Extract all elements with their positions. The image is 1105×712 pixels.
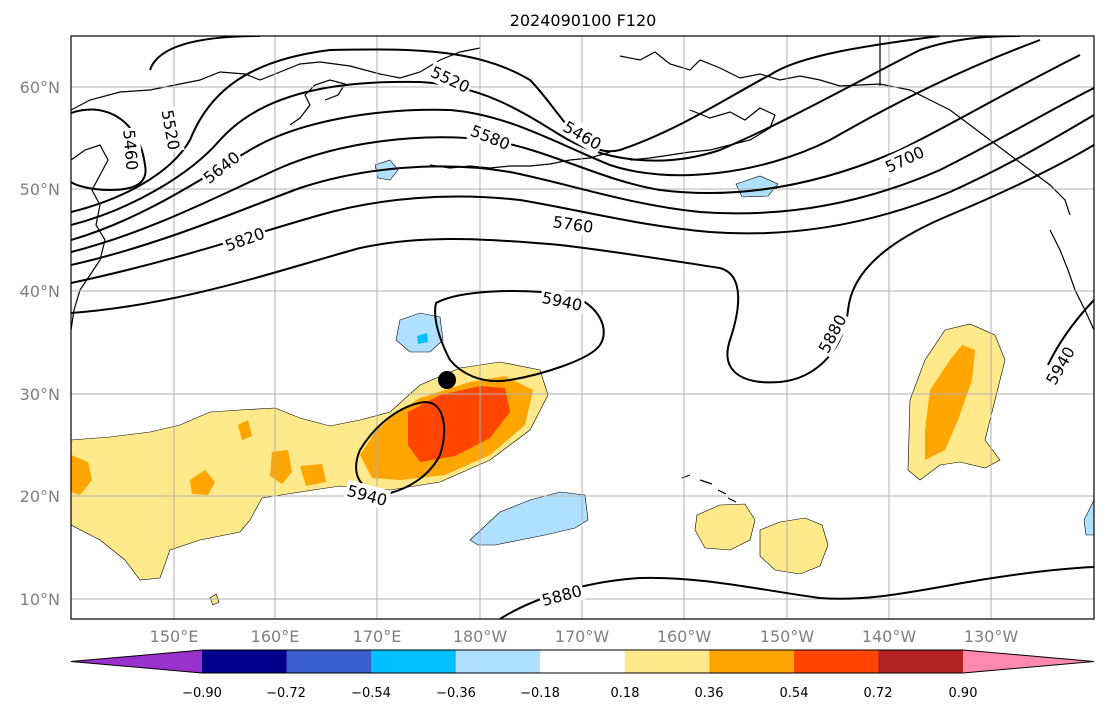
positive-anomaly-hawaii-east [759,517,829,575]
contour-label: 5940 [1042,343,1079,388]
coast-kamchatka [71,144,109,331]
lon-label: 130°W [964,627,1019,646]
colorbar-tick-label: 0.18 [611,686,640,701]
contour-label: 5880 [815,311,851,356]
anomaly-orange-patch [238,420,252,440]
contour-label: 5760 [552,212,595,236]
lat-label: 20°N [20,487,60,506]
map-area [71,36,1094,619]
storm-position-marker [438,371,456,389]
contour-label: 5940 [540,288,584,315]
negative-anomaly-north [395,312,444,353]
lat-label: 40°N [20,282,60,301]
negative-anomaly-gulf [735,175,779,198]
lon-label: 160°E [251,627,300,646]
contour-5640 [71,39,1041,241]
colorbar-outline [70,649,1095,674]
coast-alaska-north [619,51,841,87]
colorbar-tick-label: 0.36 [695,686,724,701]
contour-label: 5880 [540,581,584,610]
colorbar-segment [371,650,457,673]
contour-label: 5520 [158,108,184,151]
colorbar-segment [709,650,795,673]
contour-5820 [71,114,1094,284]
lon-label: 170°W [555,627,610,646]
colorbar-extend-high [963,650,1094,673]
colorbar-tick-label: 0.90 [949,686,978,701]
coast-alaska-west [629,107,776,161]
lon-label: 150°W [760,627,815,646]
contour-5460-west [71,108,147,192]
contour-5520-north [149,36,261,71]
lon-label: 170°E [353,627,402,646]
anomaly-orange-patch [71,455,92,495]
contour-label: 5460 [119,129,141,171]
lat-label: 10°N [20,590,60,609]
colorbar-tick-label: −0.18 [520,686,560,701]
lat-label: 50°N [20,180,60,199]
latitude-labels: 60°N 50°N 40°N 30°N 20°N 10°N [20,78,60,609]
contour-5700 [71,54,1081,253]
coast-bc [1049,229,1094,331]
contour-5580 [71,36,1021,226]
anomaly-shading [71,159,1094,606]
anomaly-orange-east [925,345,975,460]
colorbar-segment [793,650,879,673]
contour-label: 5580 [468,121,513,154]
colorbar-segment [624,650,710,673]
colorbar-tick-label: −0.54 [351,686,391,701]
contour-5880-south [499,566,1094,619]
colorbar-tick-label: −0.90 [182,686,222,701]
lon-label: 180°W [453,627,508,646]
lon-label: 150°E [150,627,199,646]
coast-siberia [71,47,481,111]
coast-alaska-gulf [839,83,1071,216]
contour-label: 5520 [428,62,473,96]
colorbar-segment [202,650,288,673]
lat-label: 60°N [20,78,60,97]
colorbar-segment [540,650,626,673]
coast-chukotka [289,79,346,126]
contour-5880-main [71,144,1094,384]
colorbar-segment [878,650,964,673]
longitude-labels: 150°E 160°E 170°E 180°W 170°W 160°W 150°… [150,627,1019,646]
contour-5760 [71,87,1094,266]
contour-5940-east [1047,299,1094,366]
colorbar-tick-label: 0.54 [780,686,809,701]
lon-label: 140°W [862,627,917,646]
negative-anomaly-core [417,333,428,344]
lon-label: 160°W [657,627,712,646]
colorbar-tick-labels: −0.90 −0.72 −0.54 −0.36 −0.18 0.18 0.36 … [182,686,977,701]
contour-label: 5820 [222,224,267,256]
colorbar-tick-label: 0.72 [864,686,893,701]
lat-label: 30°N [20,385,60,404]
colorbar-segment [286,650,372,673]
colorbar-tick-label: −0.72 [266,686,306,701]
colorbar-tick-label: −0.36 [436,686,476,701]
contour-5520 [71,36,941,213]
anomaly-orange-patch [300,464,326,486]
hawaii-islands [681,474,737,503]
colorbar-extend-low [71,650,202,673]
map-title: 2024090100 F120 [510,11,657,30]
colorbar-segment [455,650,541,673]
anomaly-orange-patch [190,470,215,495]
negative-anomaly-south [469,491,589,546]
negative-anomaly-east-edge [1083,499,1094,536]
colorbar [70,649,1095,674]
positive-anomaly-hawaii-west [694,503,756,551]
map-frame [70,35,1095,620]
contour-5940-north [434,290,605,383]
